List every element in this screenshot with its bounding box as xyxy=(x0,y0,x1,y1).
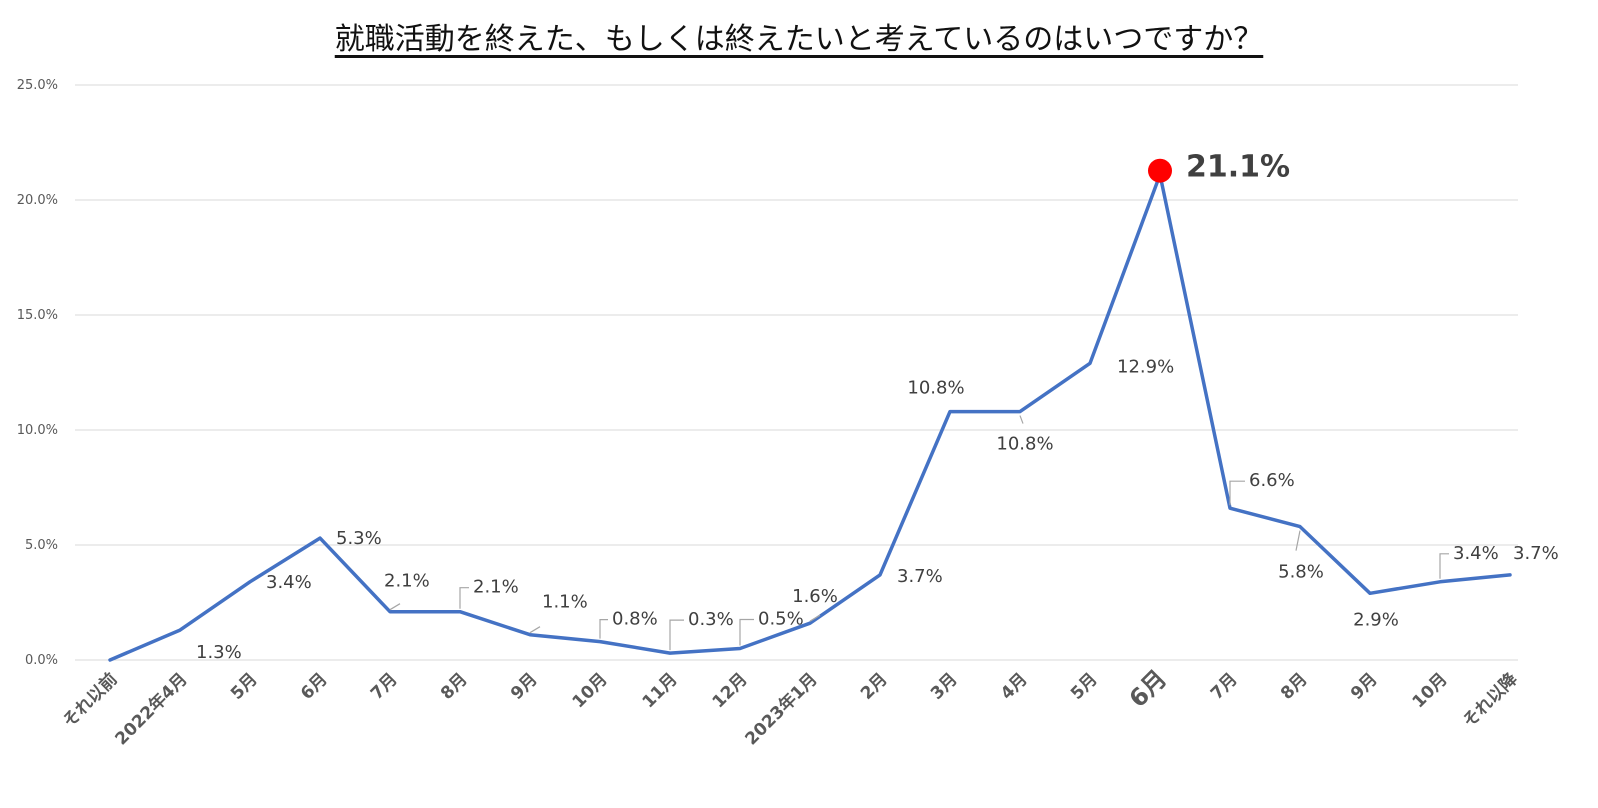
data-label: 3.4% xyxy=(1453,543,1499,564)
label-leader-line xyxy=(599,618,608,639)
x-tick-label: 5月 xyxy=(227,669,262,704)
label-leader-line xyxy=(1439,553,1449,579)
x-tick-label: 11月 xyxy=(639,669,682,712)
data-label: 3.4% xyxy=(266,572,312,593)
x-tick-label: 2022年4月 xyxy=(111,669,192,750)
x-tick-label: 7月 xyxy=(367,669,402,704)
x-tick-label: 9月 xyxy=(1347,669,1382,704)
label-leader-line xyxy=(459,587,469,609)
label-leader-line xyxy=(1019,415,1024,424)
label-leader-line xyxy=(669,619,684,651)
data-label: 2.1% xyxy=(384,571,430,592)
x-tick-label: それ以降 xyxy=(1459,668,1523,732)
data-label: 3.7% xyxy=(897,566,943,587)
x-tick-label: 10月 xyxy=(1409,669,1452,712)
y-tick-label: 0.0% xyxy=(25,653,58,668)
y-tick-label: 15.0% xyxy=(17,308,58,323)
data-label: 1.3% xyxy=(196,642,242,663)
chart-title: 就職活動を終えた、もしくは終えたいと考えているのはいつですか？ xyxy=(334,22,1264,57)
data-label: 2.1% xyxy=(473,577,519,598)
label-leader-line xyxy=(1229,480,1245,506)
y-tick-label: 10.0% xyxy=(17,423,58,438)
x-tick-label: 3月 xyxy=(927,669,962,704)
data-label: 3.7% xyxy=(1513,543,1559,564)
y-tick-label: 25.0% xyxy=(17,78,58,93)
x-tick-label: 10月 xyxy=(569,669,612,712)
data-label: 2.9% xyxy=(1353,609,1399,630)
data-label: 5.8% xyxy=(1278,562,1324,583)
label-leader-line xyxy=(739,618,754,646)
x-tick-label: 8月 xyxy=(1277,669,1312,704)
y-tick-label: 20.0% xyxy=(17,193,58,208)
x-tick-label: それ以前 xyxy=(59,669,122,732)
x-tick-label: 6月 xyxy=(1124,664,1173,713)
label-leader-line xyxy=(809,614,821,622)
x-tick-label: 12月 xyxy=(709,669,752,712)
label-leader-line xyxy=(1295,530,1301,551)
x-tick-label: 5月 xyxy=(1067,669,1102,704)
data-label: 0.3% xyxy=(688,609,734,630)
x-tick-label: 2月 xyxy=(857,669,892,704)
x-tick-label: 4月 xyxy=(997,669,1032,704)
data-label: 12.9% xyxy=(1117,356,1174,377)
data-label: 0.8% xyxy=(612,609,658,630)
x-tick-label: 7月 xyxy=(1207,669,1242,704)
x-tick-label: 2023年1月 xyxy=(741,669,822,750)
x-tick-label: 9月 xyxy=(507,669,542,704)
data-label: 6.6% xyxy=(1249,470,1295,491)
label-leader-line xyxy=(529,626,541,634)
x-tick-label: 6月 xyxy=(297,669,332,704)
data-label: 21.1% xyxy=(1186,150,1290,185)
x-tick-label: 8月 xyxy=(437,669,472,704)
data-label: 1.6% xyxy=(792,586,838,607)
data-label: 10.8% xyxy=(907,378,964,399)
label-leader-line xyxy=(389,603,401,611)
data-label: 5.3% xyxy=(336,528,382,549)
y-tick-label: 5.0% xyxy=(25,538,58,553)
series-line xyxy=(108,172,1512,662)
data-label: 10.8% xyxy=(996,434,1053,455)
highlight-point xyxy=(1148,158,1172,183)
data-label: 1.1% xyxy=(542,592,588,613)
data-label: 0.5% xyxy=(758,609,804,630)
